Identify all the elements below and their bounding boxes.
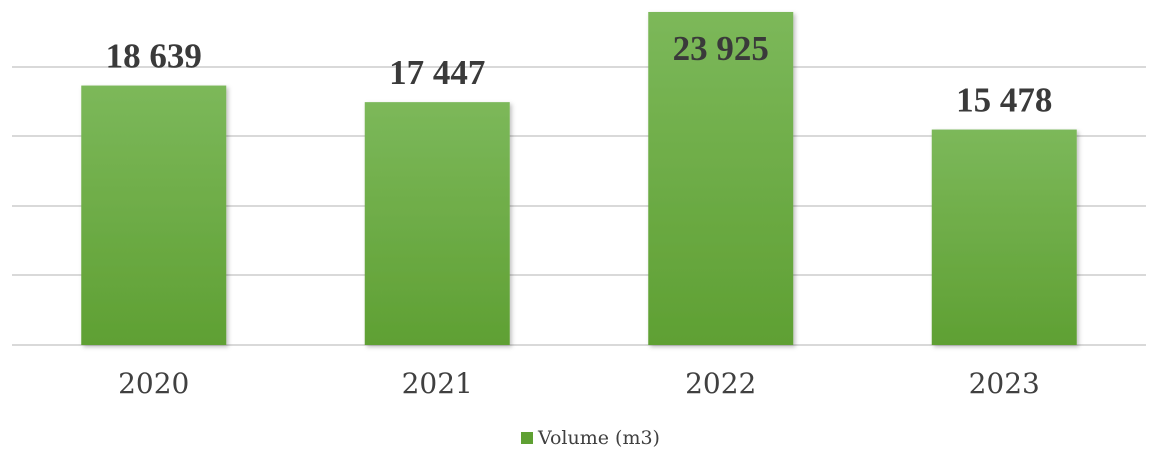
- legend-label: Volume (m3): [537, 427, 660, 449]
- x-axis-ticks: 2020 2021 2022 2023: [118, 367, 1040, 400]
- data-label-2022: 23 925: [673, 29, 769, 68]
- legend: Volume (m3): [521, 427, 660, 449]
- data-label-2020: 18 639: [106, 37, 202, 76]
- bars: [81, 11, 1077, 346]
- data-label-2023: 15 478: [956, 81, 1052, 120]
- legend-swatch: [521, 432, 533, 444]
- data-labels: 18 639 17 447 23 925 15 478: [106, 29, 1053, 120]
- bar-2020: [81, 85, 227, 346]
- x-tick-2023: 2023: [969, 367, 1040, 400]
- data-label-2021: 17 447: [389, 53, 485, 92]
- bar-2022: [648, 11, 794, 346]
- bar-2021: [364, 102, 510, 345]
- x-tick-2022: 2022: [685, 367, 756, 400]
- bar-2023: [931, 129, 1077, 345]
- x-tick-2021: 2021: [402, 367, 473, 400]
- x-tick-2020: 2020: [118, 367, 189, 400]
